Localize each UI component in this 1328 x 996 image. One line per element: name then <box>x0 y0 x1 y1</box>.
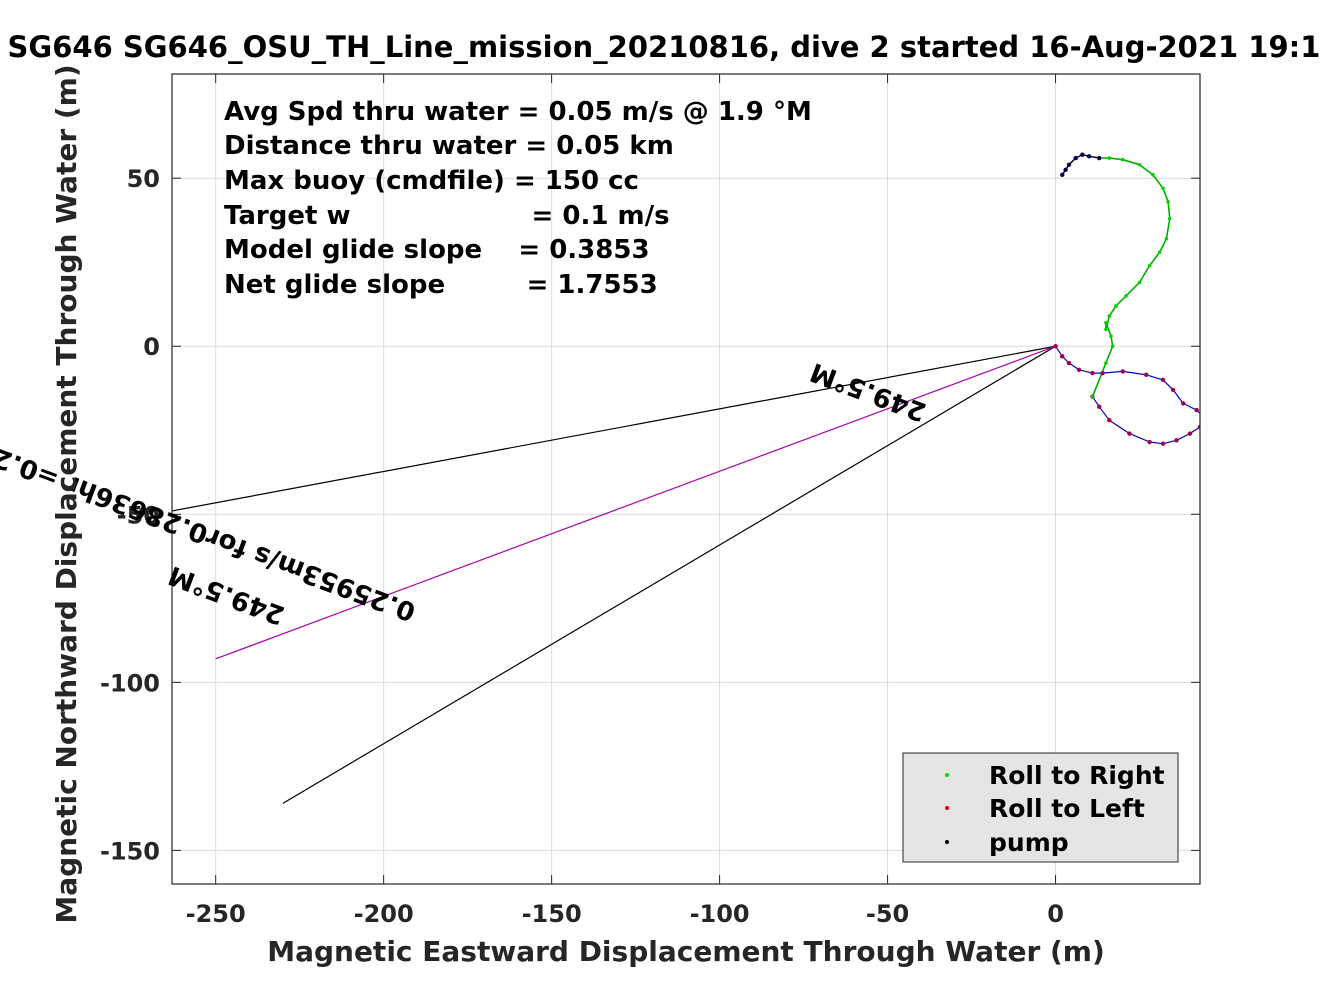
roll-right-point <box>1114 304 1118 308</box>
roll-left-point <box>1194 407 1199 413</box>
roll-left-point <box>1066 360 1072 366</box>
roll-right-point <box>1124 294 1128 298</box>
x-tick-label: -250 <box>186 900 246 928</box>
roll-left-point <box>1160 441 1166 446</box>
x-tick-label: -150 <box>522 900 582 928</box>
y-axis-label: Magnetic Northward Displacement Through … <box>50 64 83 923</box>
pump-point <box>1073 155 1078 161</box>
roll-left-point <box>1170 387 1176 393</box>
pump-point <box>1063 167 1068 172</box>
roll-left-point <box>1127 431 1132 436</box>
pump-point <box>1097 155 1102 161</box>
legend-label: pump <box>989 828 1069 857</box>
info-line: Model glide slope = 0.3853 <box>224 235 650 265</box>
y-tick-label: -50 <box>117 501 160 529</box>
x-tick-label: -50 <box>866 900 909 928</box>
roll-left-point <box>1120 369 1125 374</box>
x-axis-label: Magnetic Eastward Displacement Through W… <box>267 935 1105 968</box>
roll-left-point <box>1097 404 1102 409</box>
plot-content <box>172 152 1205 804</box>
legend: Roll to Right Roll to Left pump <box>902 752 1179 863</box>
chart-title: SG646 SG646_OSU_TH_Line_mission_20210816… <box>8 30 1321 64</box>
roll-left-point <box>1144 372 1149 378</box>
pump-point <box>1080 152 1085 157</box>
roll-left-point <box>1090 370 1095 376</box>
roll-left-point <box>1147 439 1152 445</box>
roll-right-point <box>1107 156 1112 160</box>
roll-right-point <box>1164 236 1169 241</box>
legend-marker-roll-left <box>945 806 949 810</box>
roll-right-point <box>1166 199 1170 204</box>
y-tick-label: 50 <box>127 165 160 193</box>
x-tick-label: -200 <box>354 900 414 928</box>
legend-marker-roll-right <box>945 773 949 777</box>
roll-right-point <box>1090 394 1095 399</box>
roll-right-point <box>1151 173 1155 177</box>
roll-right-point <box>1167 216 1172 221</box>
roll-right-point <box>1161 186 1165 191</box>
roll-right-point <box>1107 314 1112 318</box>
roll-right-point <box>1137 162 1142 167</box>
heading_ray_upper-line <box>172 345 1056 512</box>
roll-left-point <box>1076 367 1082 372</box>
roll-right-point <box>1104 320 1108 325</box>
roll-left-point <box>1060 354 1065 359</box>
roll-right-point <box>1110 344 1115 349</box>
legend-label: Roll to Left <box>989 794 1145 823</box>
info-line: Distance thru water = 0.05 km <box>224 131 674 161</box>
roll-right-point <box>1147 263 1152 268</box>
roll-left-point <box>1107 417 1112 423</box>
info-line: Target w = 0.1 m/s <box>224 201 670 231</box>
pump-point <box>1086 154 1092 159</box>
roll-left-point <box>1160 377 1166 383</box>
roll-left-point <box>1187 431 1193 436</box>
roll-left-point <box>1100 370 1105 376</box>
dive-track-line <box>1055 345 1200 445</box>
legend-label: Roll to Right <box>989 761 1165 790</box>
legend-box <box>902 752 1179 863</box>
roll-right-point <box>1104 327 1108 332</box>
x-tick-label: -100 <box>690 900 750 928</box>
roll-left-point <box>1174 438 1179 443</box>
y-tick-label: -150 <box>100 837 160 865</box>
y-tick-label: 0 <box>143 333 160 361</box>
net_displacement-line <box>215 345 1056 660</box>
roll-right-point <box>1120 157 1125 162</box>
roll-left-point <box>1181 401 1186 406</box>
roll-right-point <box>1137 280 1142 285</box>
info-line: Max buoy (cmdfile) = 150 cc <box>224 166 639 196</box>
roll-right-point <box>1157 250 1162 254</box>
x-tick-label: 0 <box>1047 900 1064 928</box>
legend-marker-pump <box>945 840 949 844</box>
heading_ray_lower-line <box>282 345 1056 804</box>
axis-ticks: -250 -200 -150 -100 -50 0 -150 -100 -50 0 50 <box>100 74 1200 928</box>
plot-frame <box>171 73 1201 885</box>
info-text-block: Avg Spd thru water = 0.05 m/s @ 1.9 °M D… <box>224 97 812 300</box>
pump-point <box>1060 172 1065 178</box>
info-line: Net glide slope = 1.7553 <box>224 270 658 300</box>
roll-left-point <box>1201 415 1205 419</box>
pump-point <box>1066 162 1072 167</box>
grid <box>172 74 1200 884</box>
roll-left-point <box>1053 344 1058 349</box>
info-line: Avg Spd thru water = 0.05 m/s @ 1.9 °M <box>224 97 812 127</box>
roll-right-point <box>1104 361 1108 365</box>
roll-right-point <box>1109 334 1113 338</box>
y-tick-label: -100 <box>100 669 160 697</box>
